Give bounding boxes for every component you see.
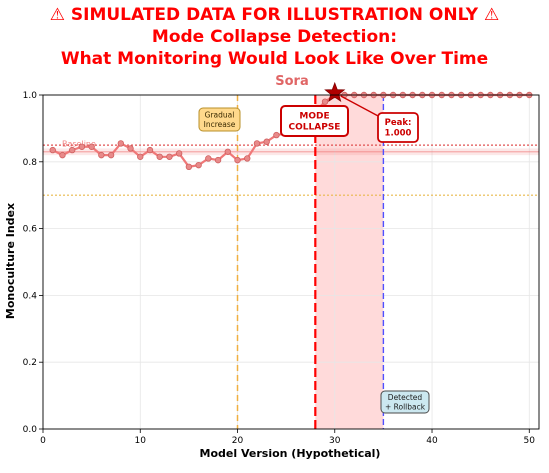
plot-frame [42, 94, 540, 430]
x-tick-label: 50 [524, 436, 536, 446]
mode-collapse-annotation-label: COLLAPSE [289, 123, 341, 133]
data-point [175, 150, 183, 157]
data-point [244, 155, 251, 162]
data-point [156, 153, 163, 160]
x-tick-label: 30 [329, 436, 341, 446]
mode-collapse-annotation-label: MODE [299, 112, 329, 122]
rollback-annotation-label: Detected [388, 393, 423, 402]
x-tick-label: 20 [232, 436, 244, 446]
x-tick-label: 40 [426, 436, 438, 446]
data-point [273, 131, 280, 139]
x-tick-label: 0 [40, 436, 46, 446]
peak-annotation-label: Peak: [385, 118, 412, 128]
rollback-annotation-box [380, 390, 430, 414]
collapse-shade [315, 95, 384, 429]
y-tick-label: 0.0 [23, 425, 38, 435]
title-line-3: What Monitoring Would Look Like Over Tim… [60, 49, 489, 69]
peak-annotation-box [377, 112, 419, 143]
y-tick-label: 0.6 [23, 225, 38, 235]
data-point [214, 156, 222, 164]
y-tick-label: 1.0 [23, 91, 38, 101]
title-warning-line: ⚠ SIMULATED DATA FOR ILLUSTRATION ONLY ⚠ [49, 5, 500, 25]
data-point [117, 140, 125, 147]
data-point [68, 146, 76, 154]
data-point [263, 138, 270, 145]
mode-collapse-annotation-box [280, 105, 349, 137]
y-tick-label: 0.8 [23, 158, 38, 168]
data-point [195, 161, 202, 169]
gradual-annotation-label: Increase [204, 120, 236, 129]
data-point [78, 143, 86, 150]
data-point [185, 163, 193, 171]
y-tick-label: 0.4 [23, 291, 38, 301]
baseline-label: Baseline [62, 139, 96, 148]
y-tick-label: 0.2 [23, 358, 37, 368]
x-tick-label: 10 [135, 436, 147, 446]
data-point [146, 146, 154, 154]
figure-title: ⚠ SIMULATED DATA FOR ILLUSTRATION ONLY ⚠… [0, 4, 549, 70]
data-point [166, 153, 173, 160]
data-point [107, 151, 115, 159]
data-point [98, 151, 105, 159]
collapse-region [315, 95, 384, 429]
peak-annotation-label: 1.000 [385, 129, 412, 139]
data-point [88, 143, 95, 150]
axes: 0 10 20 30 40 50 0.0 0.2 0.4 0.6 0.8 1.0 [23, 91, 540, 446]
rollback-annotation-label: + Rollback [385, 402, 426, 411]
peak-arrow [340, 95, 381, 118]
series-monoculture [49, 81, 533, 171]
data-point [321, 98, 329, 105]
x-axis-label: Model Version (Hypothetical) [200, 447, 381, 460]
data-point [127, 145, 134, 152]
data-point [234, 156, 241, 164]
data-point [137, 153, 144, 160]
data-point [49, 146, 56, 154]
data-point [59, 151, 66, 159]
data-point [253, 140, 261, 147]
peak-star-marker [324, 81, 346, 103]
title-line-2: Mode Collapse Detection: [151, 27, 398, 47]
data-point [224, 148, 231, 155]
reference-lines: Baseline [43, 95, 539, 429]
y-axis-label: Monoculture Index [4, 203, 17, 319]
gradual-annotation-box [198, 107, 241, 132]
gradual-annotation-label: Gradual [205, 110, 235, 119]
chart-subtitle: Sora [275, 74, 308, 89]
data-point [205, 155, 212, 162]
